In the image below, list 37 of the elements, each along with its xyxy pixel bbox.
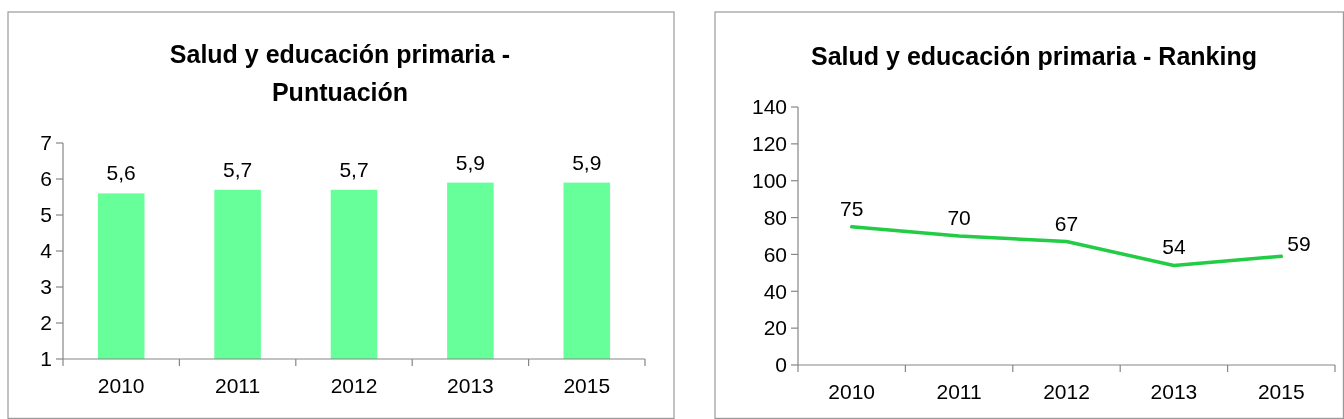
y-tick-label: 3: [40, 275, 52, 299]
y-tick-label: 40: [763, 279, 787, 303]
y-tick-label: 4: [40, 239, 53, 263]
y-tick-label: 5: [40, 203, 52, 227]
data-label: 5,7: [339, 157, 369, 181]
data-label: 59: [1287, 232, 1311, 256]
chart-title: Salud y educación primaria - Ranking: [811, 42, 1257, 70]
data-label: 5,9: [455, 150, 485, 174]
y-tick-label: 1: [40, 347, 52, 371]
y-tick-label: 0: [775, 353, 787, 377]
x-tick-label: 2015: [1257, 380, 1305, 403]
x-tick-label: 2013: [447, 374, 494, 397]
x-tick-label: 2013: [1150, 380, 1198, 403]
x-tick-label: 2010: [828, 380, 876, 403]
x-tick-label: 2012: [1043, 380, 1090, 403]
y-tick-label: 6: [40, 167, 52, 191]
y-tick-label: 60: [763, 242, 787, 266]
y-tick-label: 2: [40, 311, 52, 335]
y-tick-label: 20: [763, 316, 787, 340]
y-tick-label: 7: [40, 131, 52, 155]
data-label: 67: [1054, 211, 1079, 235]
data-label: 5,6: [106, 161, 136, 185]
x-tick-label: 2011: [936, 380, 982, 403]
data-label: 70: [947, 206, 971, 229]
y-tick-label: 120: [751, 132, 787, 156]
data-label: 54: [1162, 235, 1186, 259]
x-tick-label: 2011: [215, 374, 261, 397]
x-tick-label: 2015: [563, 374, 611, 397]
y-tick-label: 100: [751, 169, 787, 193]
chart-title: Salud y educación primaria - Puntuación: [169, 40, 511, 106]
y-tick-label: 140: [751, 95, 787, 119]
data-label: 5,9: [572, 150, 602, 174]
x-tick-label: 2010: [97, 374, 145, 397]
data-label: 5,7: [223, 157, 253, 181]
x-tick-label: 2012: [330, 374, 378, 397]
y-tick-label: 80: [763, 205, 787, 229]
data-label: 75: [840, 196, 864, 220]
